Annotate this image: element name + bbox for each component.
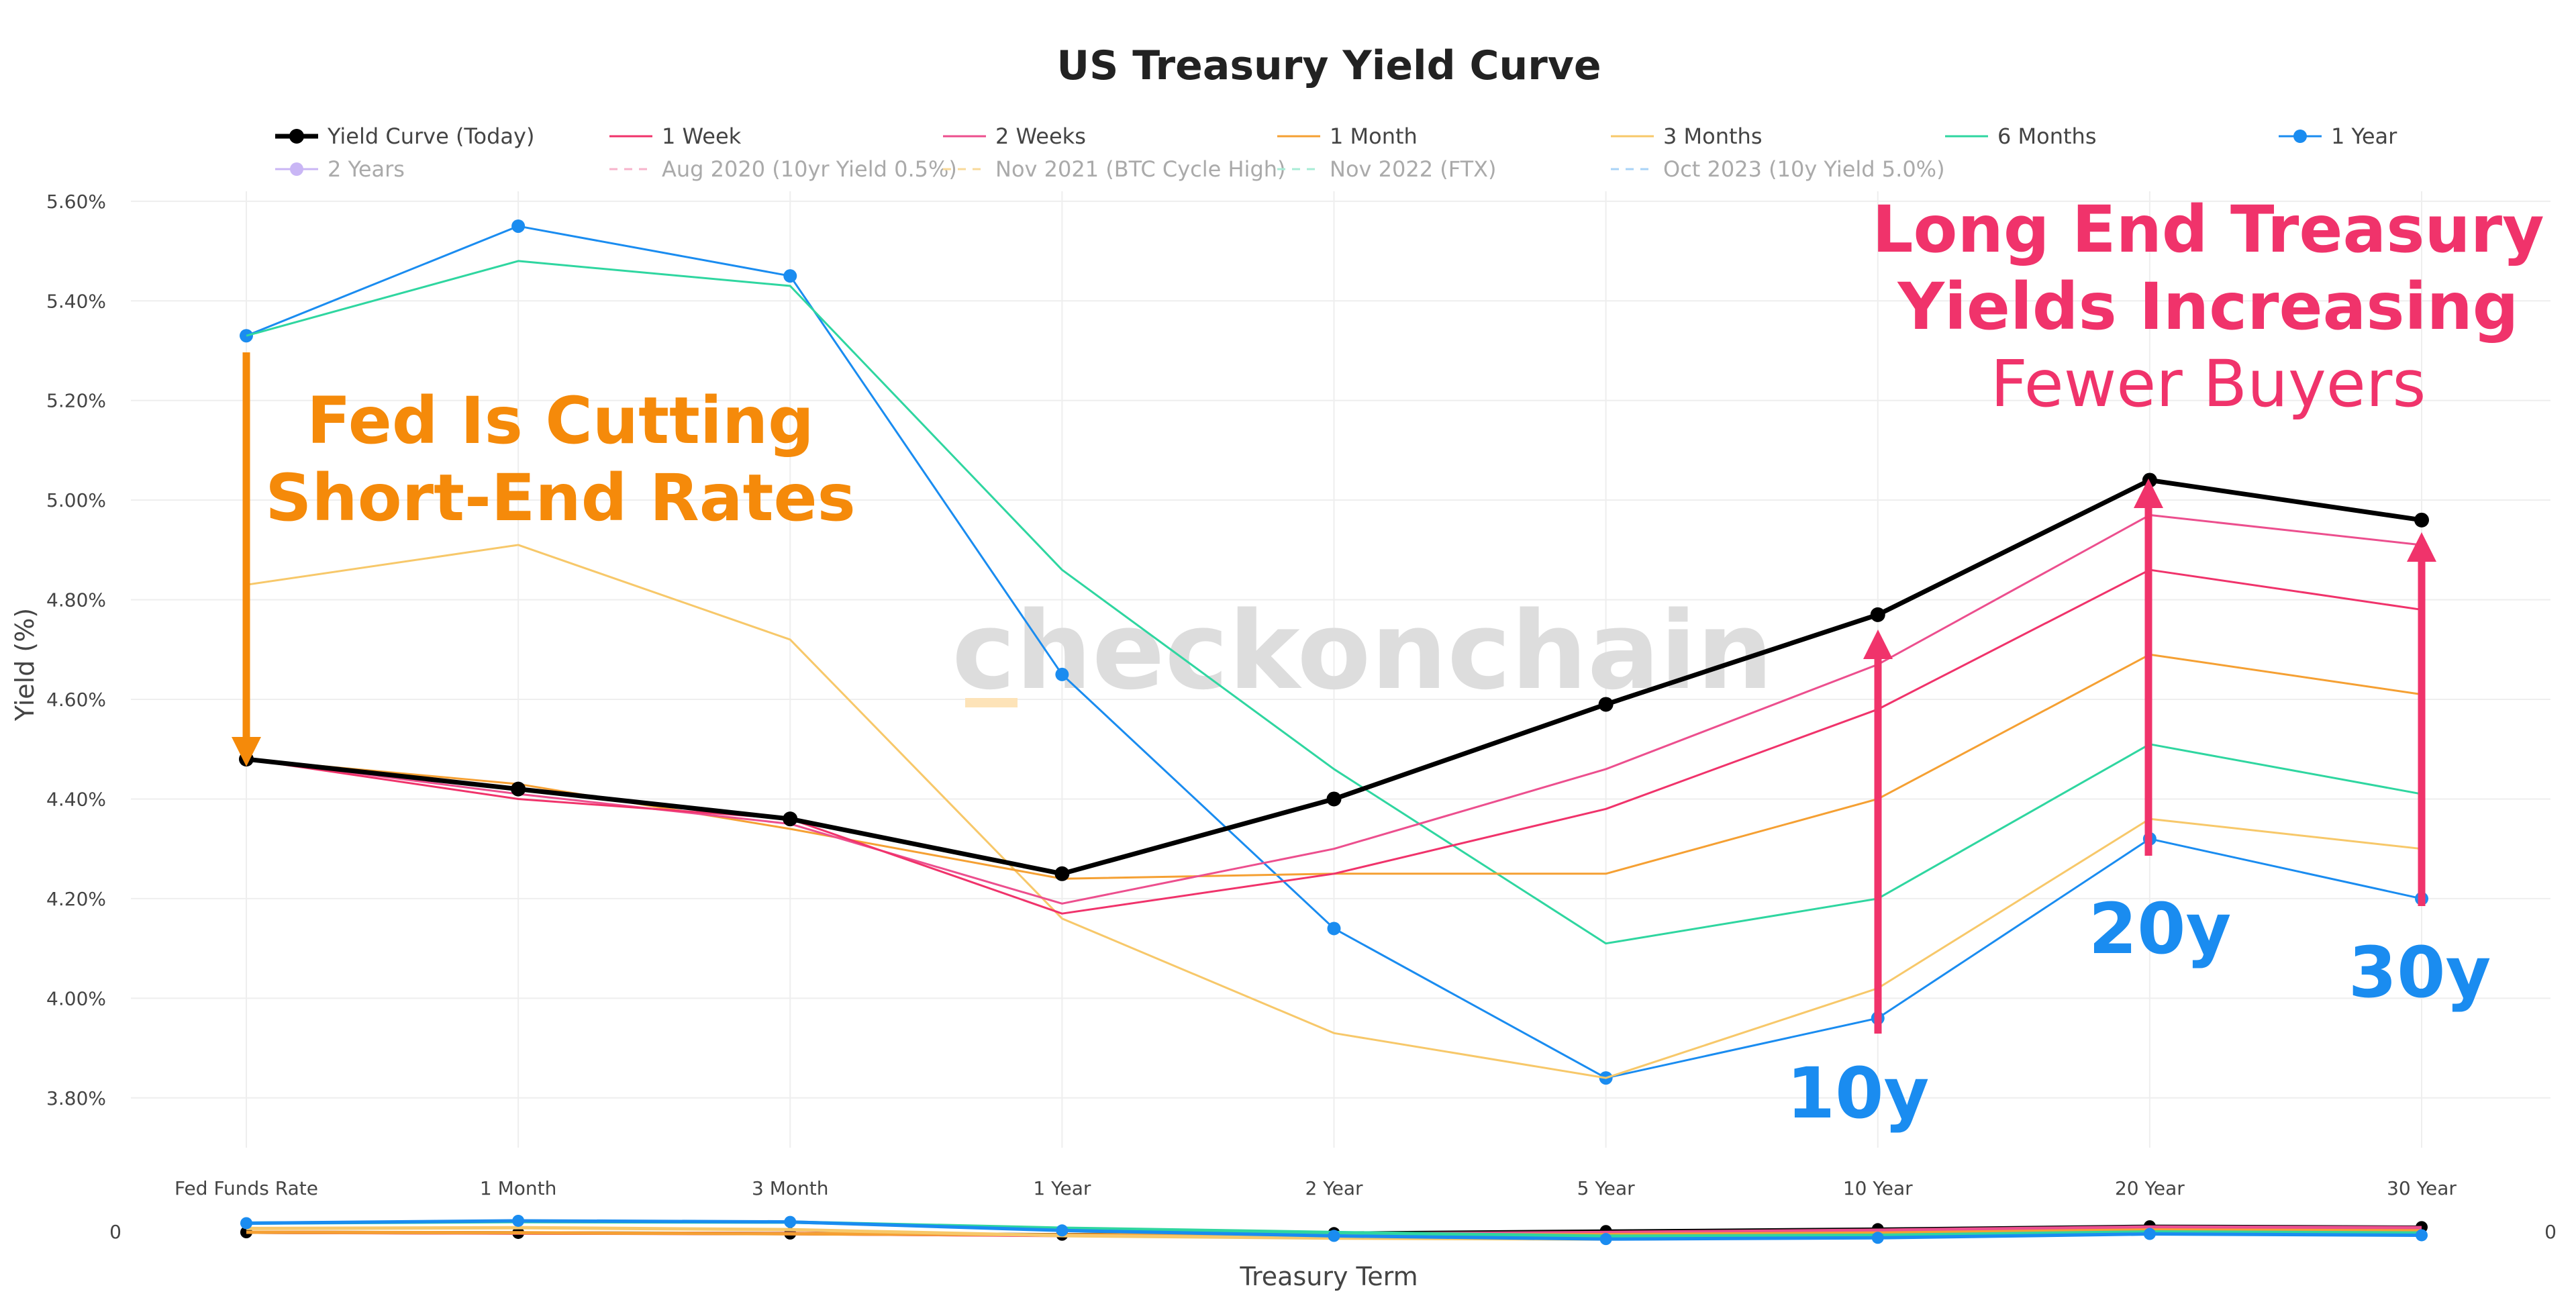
mini-point-1-year bbox=[2143, 1228, 2156, 1240]
legend-label: 2 Years bbox=[328, 156, 405, 182]
annotation-fed-line1: Fed Is Cutting bbox=[307, 383, 814, 458]
chart-title: US Treasury Yield Curve bbox=[1056, 42, 1601, 89]
legend-label: 1 Month bbox=[1330, 123, 1418, 149]
legend-marker bbox=[290, 162, 303, 176]
series-line-6-months bbox=[246, 260, 2422, 945]
data-point-yield-curve-today bbox=[2142, 472, 2157, 488]
legend-item-1-year[interactable]: 1 Year bbox=[2279, 123, 2397, 149]
annotation-long-end-line3: Fewer Buyers bbox=[1991, 346, 2426, 421]
legend-item-1-week[interactable]: 1 Week bbox=[609, 123, 742, 149]
legend-label: Nov 2021 (BTC Cycle High) bbox=[995, 156, 1286, 182]
legend-label: Yield Curve (Today) bbox=[327, 123, 534, 149]
mini-point-1-year bbox=[784, 1215, 797, 1228]
x-tick-label: 1 Year bbox=[1033, 1177, 1091, 1199]
mini-point-1-year bbox=[2416, 1229, 2428, 1242]
legend-item-6-months[interactable]: 6 Months bbox=[1945, 123, 2097, 149]
y-tick-label: 5.00% bbox=[46, 489, 106, 511]
data-point-yield-curve-today bbox=[239, 752, 254, 767]
legend-label: 2 Weeks bbox=[995, 123, 1086, 149]
y-tick-label: 4.40% bbox=[46, 788, 106, 810]
data-point-yield-curve-today bbox=[1598, 697, 1614, 712]
watermark-dash bbox=[965, 698, 1018, 707]
mini-point-1-year bbox=[1056, 1224, 1069, 1237]
annotation-long-end-line1: Long End Treasury bbox=[1872, 192, 2544, 267]
x-tick-label: 30 Year bbox=[2387, 1177, 2457, 1199]
annotation-fed-line2: Short-End Rates bbox=[265, 460, 855, 536]
legend[interactable]: Yield Curve (Today) 1 Week 2 Weeks 1 Month 3… bbox=[275, 123, 2397, 182]
y-tick-label: 5.60% bbox=[46, 191, 106, 213]
legend-item-1-month[interactable]: 1 Month bbox=[1277, 123, 1418, 149]
legend-item-3-months[interactable]: 3 Months bbox=[1611, 123, 1763, 149]
mini-point-1-year bbox=[240, 1217, 252, 1230]
mini-point-1-year bbox=[1328, 1230, 1340, 1242]
x-tick-label: Fed Funds Rate bbox=[175, 1177, 318, 1199]
legend-marker bbox=[289, 129, 304, 144]
x-tick-label: 10 Year bbox=[1843, 1177, 1913, 1199]
data-point-1-year bbox=[1055, 667, 1069, 681]
y-tick-label: 4.60% bbox=[46, 689, 106, 711]
y-tick-label: 3.80% bbox=[46, 1087, 106, 1109]
legend-item-2-weeks[interactable]: 2 Weeks bbox=[943, 123, 1086, 149]
legend-item-2-years[interactable]: 2 Years bbox=[275, 156, 405, 182]
y-tick-label: 4.00% bbox=[46, 987, 106, 1009]
mini-point-1-year bbox=[1871, 1232, 1884, 1244]
annotation-30y: 30y bbox=[2348, 932, 2491, 1013]
legend-label: Oct 2023 (10y Yield 5.0%) bbox=[1663, 156, 1945, 182]
legend-item-nov-2021-btc-cycle-high[interactable]: Nov 2021 (BTC Cycle High) bbox=[943, 156, 1286, 182]
data-point-yield-curve-today bbox=[783, 811, 798, 827]
data-point-yield-curve-today bbox=[1870, 607, 1885, 622]
y-tick-label: 5.40% bbox=[46, 290, 106, 312]
mini-axis-zero-left: 0 bbox=[109, 1221, 121, 1243]
data-point-yield-curve-today bbox=[1326, 791, 1342, 807]
y-axis-title: Yield (%) bbox=[10, 608, 40, 721]
y-tick-label: 5.20% bbox=[46, 390, 106, 412]
series-lines bbox=[239, 219, 2429, 1085]
legend-label: 3 Months bbox=[1663, 123, 1763, 149]
legend-label: 1 Week bbox=[662, 123, 742, 149]
data-point-yield-curve-today bbox=[511, 781, 526, 797]
legend-item-nov-2022-ftx[interactable]: Nov 2022 (FTX) bbox=[1277, 156, 1497, 182]
x-tick-label: 1 Month bbox=[480, 1177, 556, 1199]
data-point-yield-curve-today bbox=[2414, 512, 2429, 528]
legend-item-aug-2020-10yr-yield-0-5[interactable]: Aug 2020 (10yr Yield 0.5%) bbox=[609, 156, 957, 182]
y-axis: 3.80% 4.00% 4.20% 4.40% 4.60% 4.80% 5.00% 5.20%… bbox=[46, 191, 106, 1109]
x-tick-label: 5 Year bbox=[1577, 1177, 1635, 1199]
grid bbox=[131, 191, 2550, 1148]
data-point-1-year bbox=[511, 219, 526, 233]
x-tick-label: 20 Year bbox=[2115, 1177, 2185, 1199]
series-line-1-week bbox=[246, 568, 2422, 915]
series-line-3-months bbox=[246, 544, 2422, 1079]
x-tick-label: 2 Year bbox=[1305, 1177, 1363, 1199]
legend-label: Nov 2022 (FTX) bbox=[1330, 156, 1497, 182]
data-point-yield-curve-today bbox=[1054, 866, 1070, 881]
mini-point-1-year bbox=[512, 1214, 525, 1227]
mini-axis-zero-right: 0 bbox=[2544, 1221, 2557, 1243]
mini-point-1-year bbox=[1599, 1233, 1612, 1246]
x-axis-title: Treasury Term bbox=[1239, 1262, 1418, 1291]
x-tick-label: 3 Month bbox=[752, 1177, 828, 1199]
data-point-1-year bbox=[1327, 922, 1341, 936]
annotation-long-end-line2: Yields Increasing bbox=[1897, 269, 2518, 344]
y-tick-label: 4.80% bbox=[46, 589, 106, 611]
series-line-2-weeks bbox=[246, 513, 2422, 905]
legend-item-yield-curve-today[interactable]: Yield Curve (Today) bbox=[275, 123, 534, 149]
legend-label: Aug 2020 (10yr Yield 0.5%) bbox=[662, 156, 957, 182]
annotation-10y: 10y bbox=[1787, 1052, 1930, 1134]
y-tick-label: 4.20% bbox=[46, 888, 106, 910]
data-point-1-year bbox=[783, 269, 797, 283]
legend-marker bbox=[2293, 130, 2307, 143]
legend-item-oct-2023-10y-yield-5-0[interactable]: Oct 2023 (10y Yield 5.0%) bbox=[1611, 156, 1945, 182]
annotation-20y: 20y bbox=[2089, 888, 2232, 970]
legend-label: 6 Months bbox=[1997, 123, 2097, 149]
legend-label: 1 Year bbox=[2331, 123, 2397, 149]
watermark: checkonchain bbox=[952, 588, 1773, 713]
x-axis: Fed Funds Rate 1 Month 3 Month 1 Year 2 Year… bbox=[175, 1177, 2457, 1199]
